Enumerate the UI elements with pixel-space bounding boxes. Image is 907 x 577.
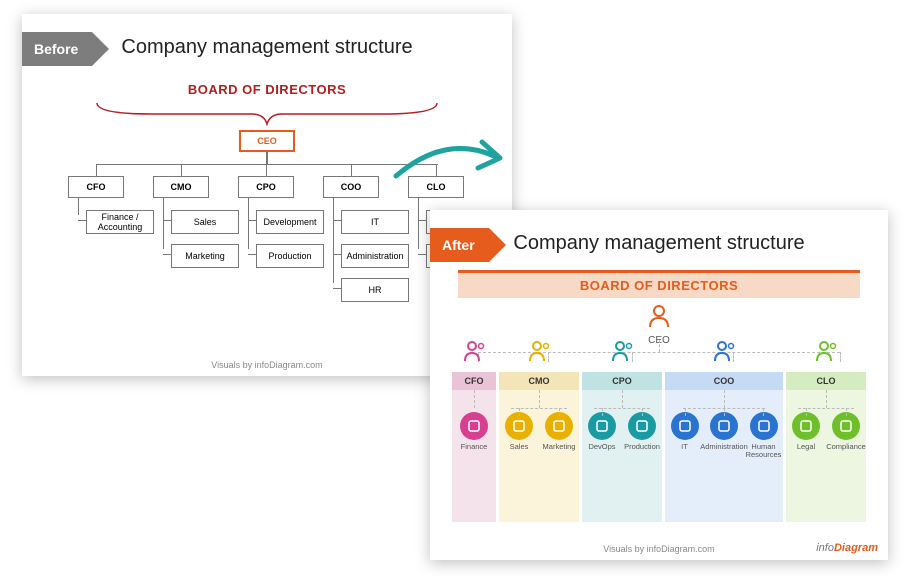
before-dept-box: HR	[341, 278, 409, 302]
after-dept-row: Finance	[452, 390, 496, 522]
dept-circle-icon	[792, 412, 820, 440]
after-dept-label: Legal	[797, 443, 815, 451]
before-exec-box: CMO	[153, 176, 209, 198]
connector	[351, 164, 352, 176]
connector	[266, 164, 267, 176]
after-dept-row: IT AdministrationHuman Resources	[665, 390, 783, 522]
before-dept-box: Administration	[341, 244, 409, 268]
after-title: Company management structure	[430, 232, 888, 255]
after-dept-label: Finance	[461, 443, 488, 451]
before-exec-box: CFO	[68, 176, 124, 198]
before-ceo-box: CEO	[239, 130, 295, 152]
dept-circle-icon	[671, 412, 699, 440]
after-dept: Legal	[786, 412, 826, 451]
before-title: Company management structure	[22, 36, 512, 59]
after-exec-label: CPO	[582, 372, 662, 390]
before-exec-box: CPO	[238, 176, 294, 198]
before-dept-box: IT	[341, 210, 409, 234]
dept-circle-icon	[545, 412, 573, 440]
before-dept-box: Development	[256, 210, 324, 234]
after-exec-label: CFO	[452, 372, 496, 390]
connector	[266, 152, 268, 164]
after-dept: Sales	[499, 412, 539, 451]
exec-icon	[499, 340, 579, 367]
brace-icon	[92, 98, 442, 126]
after-dept-label: DevOps	[588, 443, 615, 451]
dept-circle-icon	[588, 412, 616, 440]
after-dept-label: Marketing	[543, 443, 576, 451]
dept-circle-icon	[460, 412, 488, 440]
after-dept-row: DevOps Production	[582, 390, 662, 522]
transition-arrow-icon	[390, 132, 510, 192]
exec-icon	[582, 340, 662, 367]
before-dept-box: Sales	[171, 210, 239, 234]
after-exec-label: CMO	[499, 372, 579, 390]
dept-circle-icon	[750, 412, 778, 440]
after-dept: Finance	[454, 412, 494, 451]
after-dept: IT	[665, 412, 704, 451]
ceo-person-icon	[646, 304, 672, 328]
after-dept: Human Resources	[744, 412, 783, 460]
exec-icon	[786, 340, 866, 367]
dept-circle-icon	[710, 412, 738, 440]
connector	[96, 164, 97, 176]
dept-circle-icon	[505, 412, 533, 440]
connector	[96, 164, 438, 165]
exec-icon	[665, 340, 783, 367]
after-dept-label: Compliance	[826, 443, 866, 451]
after-column: CLO Legal Compliance	[786, 372, 866, 522]
exec-icon	[452, 340, 496, 367]
dept-circle-icon	[832, 412, 860, 440]
dept-circle-icon	[628, 412, 656, 440]
after-exec-label: COO	[665, 372, 783, 390]
after-slide: After Company management structure BOARD…	[430, 210, 888, 560]
after-column: CPO DevOps Production	[582, 372, 662, 522]
after-dept-label: Sales	[510, 443, 529, 451]
after-exec-label: CLO	[786, 372, 866, 390]
connector	[181, 164, 182, 176]
after-dept-label: Administration	[700, 443, 748, 451]
after-dept-row: Sales Marketing	[499, 390, 579, 522]
before-dept-box: Marketing	[171, 244, 239, 268]
before-dept-box: Production	[256, 244, 324, 268]
after-dept-label: Human Resources	[744, 443, 783, 460]
after-dept-row: Legal Compliance	[786, 390, 866, 522]
before-board-label: BOARD OF DIRECTORS	[22, 82, 512, 97]
after-dept: Compliance	[826, 412, 866, 451]
after-dept-label: Production	[624, 443, 660, 451]
infodiagram-logo: infoDiagram	[816, 542, 878, 554]
after-dept: Marketing	[539, 412, 579, 451]
before-dept-box: Finance / Accounting	[86, 210, 154, 234]
after-dept: Administration	[704, 412, 744, 451]
before-exec-box: COO	[323, 176, 379, 198]
after-columns: CFO Finance CMO Sales Marketing CPO DevOps Prod…	[452, 372, 866, 522]
after-column: CFO Finance	[452, 372, 496, 522]
after-column: COO IT AdministrationHuman Resources	[665, 372, 783, 522]
after-dept-label: IT	[681, 443, 688, 451]
after-dept: Production	[622, 412, 662, 451]
after-column: CMO Sales Marketing	[499, 372, 579, 522]
after-board-label: BOARD OF DIRECTORS	[458, 270, 860, 298]
after-dept: DevOps	[582, 412, 622, 451]
